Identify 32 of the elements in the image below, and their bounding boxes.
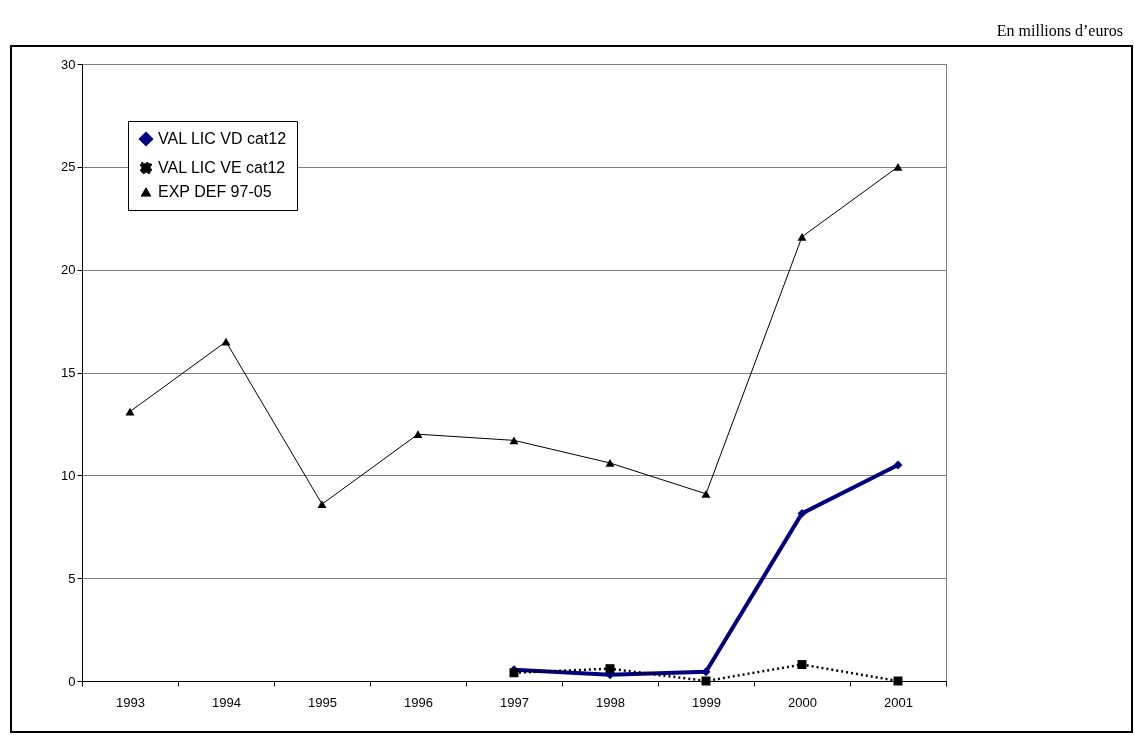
point — [509, 436, 519, 445]
x-tick-label: 1993 — [116, 694, 145, 710]
y-tick-label: 15 — [61, 365, 76, 380]
x-tick-label: 2000 — [788, 694, 817, 710]
legend-label: VAL LIC VE cat12 — [158, 159, 286, 176]
point — [317, 500, 327, 508]
point — [605, 459, 615, 467]
y-tick-label: 20 — [61, 262, 76, 278]
point — [797, 660, 807, 670]
point — [701, 489, 711, 498]
point — [413, 430, 423, 439]
text: En millions d’euros — [996, 22, 1123, 40]
y-tick-label: 10 — [61, 467, 76, 483]
point — [797, 232, 807, 241]
x-tick-label: 1994 — [212, 694, 241, 710]
point — [893, 460, 903, 470]
x-tick-label: 1995 — [308, 694, 337, 710]
point — [797, 508, 807, 518]
x-tick-label: 1999 — [692, 694, 721, 710]
point — [221, 337, 231, 346]
point — [605, 664, 615, 674]
x-tick-label: 1996 — [404, 694, 433, 710]
y-tick-label: 0 — [68, 673, 76, 689]
y-tick-label: 25 — [61, 159, 76, 175]
x-tick-label: 1997 — [500, 694, 529, 710]
x-tick-label: 1998 — [596, 694, 625, 710]
x-tick-label: 2001 — [884, 694, 913, 710]
y-tick-label: 5 — [68, 570, 76, 586]
legend-label: VAL LIC VD cat12 — [158, 130, 287, 147]
point — [893, 162, 903, 171]
legend-label: EXP DEF 97-05 — [158, 183, 272, 200]
y-tick-label: 30 — [61, 56, 76, 72]
